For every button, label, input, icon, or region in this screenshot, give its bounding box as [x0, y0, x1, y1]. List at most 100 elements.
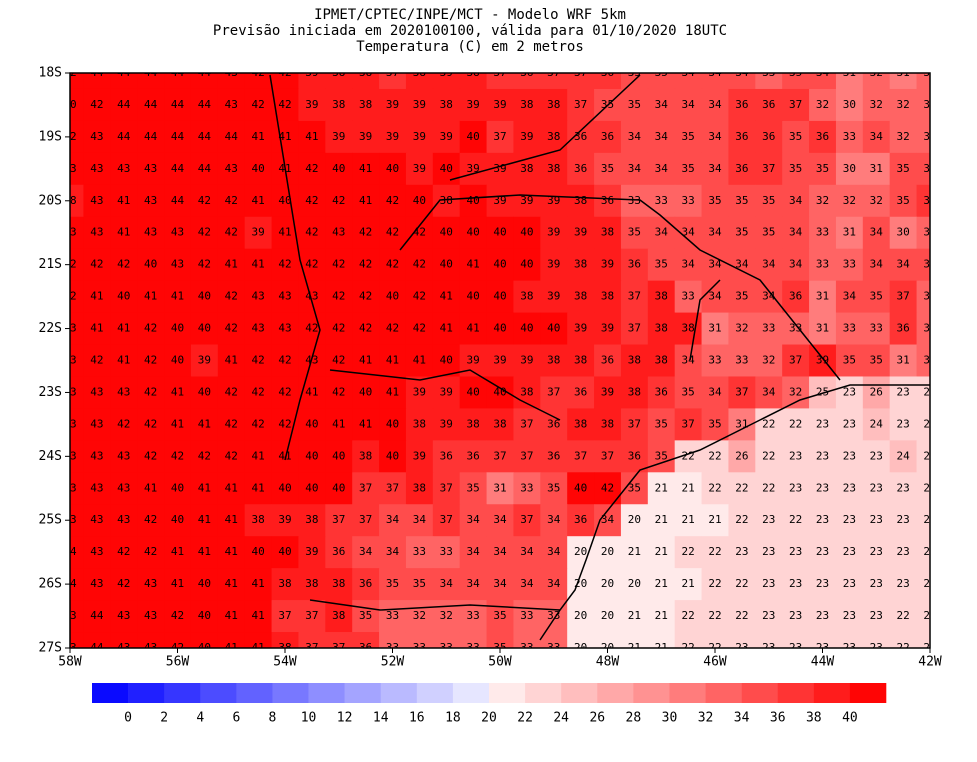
temperature-cell [190, 184, 219, 218]
y-tick-label: 22S [39, 321, 62, 336]
temperature-cell [728, 216, 756, 250]
temperature-label: 34 [655, 98, 669, 111]
temperature-label: 38 [467, 417, 480, 430]
temperature-label: 34 [789, 226, 803, 239]
colorbar-label: 18 [445, 711, 461, 726]
temperature-cell [83, 152, 111, 186]
temperature-label: 43 [278, 322, 291, 335]
temperature-cell [567, 600, 595, 633]
temperature-label: 42 [332, 354, 345, 367]
temperature-cell [647, 504, 676, 537]
temperature-cell [782, 88, 810, 122]
temperature-label: 21 [655, 609, 668, 622]
temperature-cell [298, 568, 326, 601]
temperature-cell [486, 280, 514, 314]
temperature-label: 33 [789, 322, 802, 335]
temperature-cell [674, 472, 703, 505]
temperature-cell [298, 120, 326, 154]
temperature-cell [594, 376, 622, 409]
temperature-label: 44 [144, 130, 158, 143]
temperature-label: 38 [574, 417, 587, 430]
temperature-cell [379, 568, 407, 601]
temperature-label: 42 [386, 322, 399, 335]
temperature-label: 42 [332, 194, 345, 207]
colorbar-box [561, 683, 598, 703]
temperature-label: 38 [63, 194, 76, 207]
temperature-cell [835, 312, 864, 346]
temperature-label: 22 [708, 545, 721, 558]
temperature-cell [83, 184, 111, 218]
temperature-label: 21 [628, 609, 641, 622]
temperature-label: 23 [870, 641, 883, 654]
temperature-label: 35 [762, 226, 775, 239]
temperature-label: 42 [117, 417, 130, 430]
temperature-label: 36 [735, 130, 748, 143]
temperature-cell [432, 152, 461, 186]
temperature-label: 23 [816, 417, 829, 430]
temperature-label: 37 [332, 641, 345, 654]
temperature-label: 34 [708, 162, 722, 175]
temperature-label: 23 [762, 577, 775, 590]
temperature-label: 22 [789, 513, 802, 526]
temperature-label: 23 [735, 641, 748, 654]
temperature-label: 36 [735, 162, 748, 175]
temperature-cell [755, 632, 783, 648]
temperature-cell [110, 280, 138, 314]
temperature-label: 34 [708, 290, 722, 303]
temperature-label: 44 [171, 194, 185, 207]
temperature-cell [164, 568, 192, 601]
temperature-label: 42 [144, 322, 157, 335]
temperature-cell [271, 376, 299, 409]
temperature-cell [889, 600, 918, 633]
temperature-label: 38 [547, 162, 560, 175]
temperature-cell [782, 504, 810, 537]
y-tick-label: 19S [39, 129, 62, 144]
temperature-label: 42 [144, 449, 157, 462]
temperature-cell [782, 632, 810, 648]
temperature-cell [728, 536, 756, 569]
temperature-label: 42 [413, 226, 426, 239]
temperature-label: 37 [574, 449, 587, 462]
temperature-label: 40 [305, 449, 318, 462]
temperature-label: 34 [440, 577, 454, 590]
temperature-cell [809, 280, 837, 314]
temperature-label: 43 [225, 162, 238, 175]
temperature-label: 38 [655, 322, 668, 335]
temperature-label: 42 [63, 66, 76, 79]
temperature-cell [459, 568, 488, 601]
temperature-label: 23 [816, 481, 829, 494]
title-line: Previsão iniciada em 2020100100, válida … [213, 23, 727, 39]
temperature-label: 41 [225, 609, 238, 622]
temperature-label: 42 [144, 417, 157, 430]
temperature-cell [674, 73, 703, 90]
temperature-cell [916, 600, 930, 633]
temperature-cell [567, 440, 595, 473]
temperature-cell [782, 344, 810, 377]
temperature-label: 23 [923, 385, 936, 398]
temperature-cell [862, 120, 891, 154]
temperature-label: 39 [574, 226, 587, 239]
temperature-label: 39 [440, 417, 453, 430]
temperature-label: 39 [359, 130, 372, 143]
temperature-label: 37 [547, 66, 560, 79]
temperature-cell [325, 73, 353, 90]
temperature-label: 40 [386, 449, 399, 462]
temperature-cell [782, 472, 810, 505]
temperature-label: 35 [923, 162, 936, 175]
temperature-label: 42 [225, 290, 238, 303]
temperature-cell [809, 568, 837, 601]
temperature-cell [110, 408, 138, 441]
colorbar-box [380, 683, 418, 703]
temperature-label: 40 [467, 194, 480, 207]
temperature-label: 39 [440, 385, 453, 398]
temperature-label: 35 [601, 162, 614, 175]
temperature-cell [405, 280, 434, 314]
temperature-label: 43 [144, 609, 157, 622]
temperature-label: 44 [171, 66, 185, 79]
temperature-cell [782, 536, 810, 569]
temperature-label: 42 [90, 258, 103, 271]
temperature-label: 35 [682, 385, 695, 398]
temperature-cell [835, 440, 864, 473]
temperature-label: 22 [735, 609, 748, 622]
